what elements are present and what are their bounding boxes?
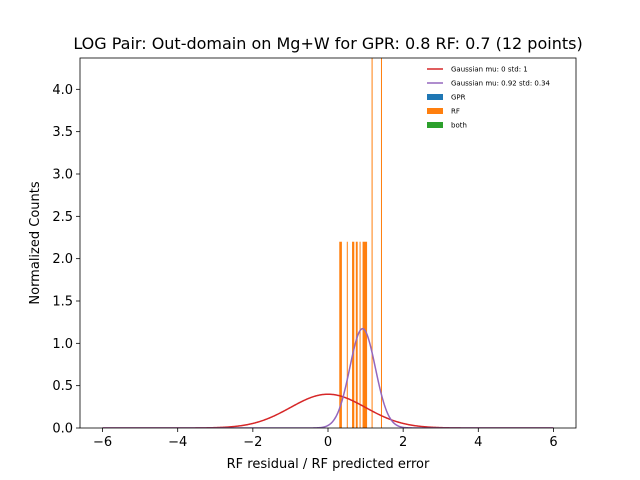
- hist-bar-rf-7: [371, 58, 373, 428]
- legend-label: Gaussian mu: 0.92 std: 0.34: [451, 80, 551, 88]
- y-axis-ticks: 0.0 0.5 1.0 1.5 2.0 2.5 3.0 3.5 4.0: [52, 83, 80, 437]
- chart-title: LOG Pair: Out-domain on Mg+W for GPR: 0.…: [73, 34, 582, 53]
- y-tick-label: 2.5: [52, 210, 73, 225]
- y-tick-label: 2.0: [52, 252, 73, 267]
- x-tick-label: −6: [93, 435, 112, 450]
- hist-bar-rf-1: [339, 241, 342, 428]
- gaussian-curve-2: [102, 327, 554, 428]
- legend-label: both: [451, 122, 467, 130]
- hist-bar-rf-2: [346, 241, 348, 428]
- hist-bar-rf-6: [362, 241, 368, 428]
- y-tick-label: 1.0: [52, 337, 73, 352]
- x-axis-ticks: −6 −4 −2 0 2 4 6: [93, 428, 558, 450]
- y-tick-label: 3.0: [52, 167, 73, 182]
- y-tick-label: 0.0: [52, 422, 73, 437]
- legend-label: GPR: [451, 94, 466, 102]
- y-axis-label: Normalized Counts: [28, 181, 43, 304]
- y-tick-label: 3.5: [52, 125, 73, 140]
- legend-label: Gaussian mu: 0 std: 1: [451, 66, 528, 74]
- x-tick-label: 4: [474, 435, 482, 450]
- legend: Gaussian mu: 0 std: 1 Gaussian mu: 0.92 s…: [427, 66, 551, 130]
- x-axis-label: RF residual / RF predicted error: [227, 457, 430, 472]
- x-tick-label: 2: [399, 435, 407, 450]
- y-tick-label: 0.5: [52, 379, 73, 394]
- x-tick-label: −4: [168, 435, 187, 450]
- legend-swatch-patch: [427, 122, 443, 128]
- legend-swatch-patch: [427, 94, 443, 100]
- hist-bar-rf-8: [380, 58, 382, 428]
- x-tick-label: 0: [324, 435, 332, 450]
- hist-bar-rf-3: [352, 241, 355, 428]
- x-tick-label: −2: [243, 435, 262, 450]
- hist-bar-rf-4: [355, 241, 358, 428]
- legend-swatch-patch: [427, 108, 443, 114]
- y-tick-label: 4.0: [52, 83, 73, 98]
- hist-bar-rf-5: [359, 241, 361, 428]
- legend-label: RF: [451, 108, 460, 116]
- x-tick-label: 6: [549, 435, 557, 450]
- y-tick-label: 1.5: [52, 294, 73, 309]
- histogram-bars: [339, 58, 382, 428]
